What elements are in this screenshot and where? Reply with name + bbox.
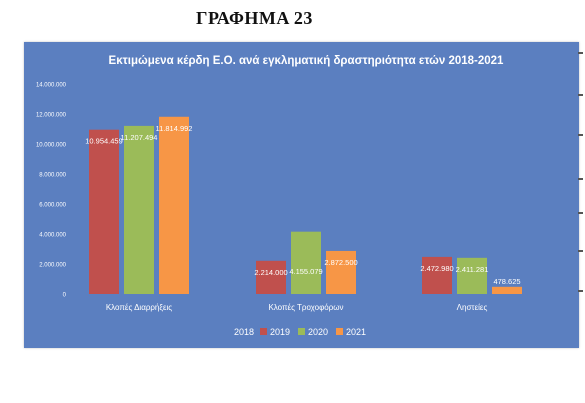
bar-2021-2 bbox=[326, 250, 356, 294]
x-axis: Κλοπές Διαρρήξεις Κλοπές Τροχοφόρων Ληστεί… bbox=[106, 303, 488, 312]
data-label: 2.472.980 bbox=[420, 264, 453, 273]
data-label: 2.214.000 bbox=[254, 268, 287, 277]
data-labels-group: 10.954.459 2.214.000 2.472.980 11.207.494 4.… bbox=[85, 124, 520, 286]
bar-2019-1 bbox=[89, 129, 119, 294]
data-label: 4.155.079 bbox=[289, 267, 322, 276]
chart-title: Εκτιμώμενα κέρδη Ε.Ο. ανά εγκληματική δρ… bbox=[109, 55, 505, 67]
data-label: 11.814.992 bbox=[156, 124, 193, 133]
data-label: 11.207.494 bbox=[121, 133, 158, 142]
legend-swatch-2020 bbox=[298, 328, 305, 335]
bars-group bbox=[89, 116, 522, 295]
legend-label-2021: 2021 bbox=[346, 327, 366, 337]
legend-swatch-2019 bbox=[260, 328, 267, 335]
y-tick-label: 6.000.000 bbox=[39, 203, 66, 209]
y-tick-label: 12.000.000 bbox=[36, 113, 67, 119]
y-tick-label: 2.000.000 bbox=[39, 263, 66, 269]
legend-swatch-2021 bbox=[336, 328, 343, 335]
y-tick-label: 14.000.000 bbox=[36, 83, 67, 89]
y-tick-label: 8.000.000 bbox=[39, 173, 66, 179]
legend-label-2019: 2019 bbox=[270, 327, 290, 337]
legend: 2018 2019 2020 2021 bbox=[234, 327, 366, 337]
legend-prefix: 2018 bbox=[234, 327, 254, 337]
y-axis: 0 2.000.000 4.000.000 6.000.000 8.000.000 10.… bbox=[36, 83, 67, 299]
chart-heading: ΓΡΑΦΗΜΑ 23 bbox=[196, 8, 313, 28]
y-tick-label: 0 bbox=[63, 293, 67, 299]
legend-label-2020: 2020 bbox=[308, 327, 328, 337]
bar-chart: Εκτιμώμενα κέρδη Ε.Ο. ανά εγκληματική δρ… bbox=[36, 55, 522, 337]
bar-2019-3 bbox=[422, 256, 452, 294]
chart-panel: Εκτιμώμενα κέρδη Ε.Ο. ανά εγκληματική δρ… bbox=[24, 42, 579, 348]
y-tick-label: 4.000.000 bbox=[39, 233, 66, 239]
category-label: Ληστείες bbox=[457, 303, 488, 312]
bar-2020-1 bbox=[124, 125, 154, 294]
data-label: 10.954.459 bbox=[85, 137, 123, 146]
bar-2019-2 bbox=[256, 260, 286, 294]
bar-2021-1 bbox=[159, 116, 189, 295]
page-edge-marks bbox=[578, 40, 585, 340]
bar-2020-3 bbox=[457, 257, 487, 294]
data-label: 2.872.500 bbox=[324, 258, 357, 267]
data-label: 2.411.281 bbox=[456, 265, 489, 274]
bar-2021-3 bbox=[492, 286, 522, 294]
category-label: Κλοπές Διαρρήξεις bbox=[106, 303, 172, 312]
data-label: 478.625 bbox=[493, 277, 520, 286]
y-tick-label: 10.000.000 bbox=[36, 143, 67, 149]
bar-2020-2 bbox=[291, 231, 321, 294]
category-label: Κλοπές Τροχοφόρων bbox=[268, 303, 343, 312]
